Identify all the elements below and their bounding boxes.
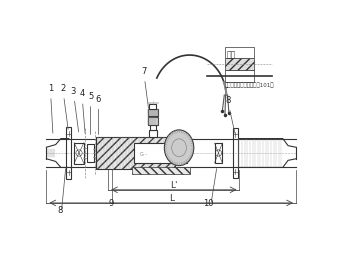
Text: 5: 5 — [88, 92, 93, 134]
Text: 10: 10 — [204, 199, 214, 208]
Bar — [150, 125, 156, 130]
Bar — [149, 104, 156, 109]
Bar — [225, 47, 254, 58]
Bar — [74, 143, 84, 163]
Text: 流向: 流向 — [226, 50, 236, 59]
Bar — [233, 128, 238, 178]
Bar — [149, 130, 157, 137]
Text: 1: 1 — [48, 84, 53, 133]
Bar — [225, 70, 254, 82]
Text: 7: 7 — [141, 67, 148, 108]
Bar — [96, 137, 175, 169]
Text: 8: 8 — [225, 96, 235, 133]
Text: 6: 6 — [96, 95, 101, 134]
Text: 3: 3 — [70, 87, 79, 132]
Text: 9: 9 — [109, 199, 114, 208]
Text: 4: 4 — [79, 89, 85, 133]
Bar — [66, 127, 71, 179]
Text: 蔵轴在外管内装配位置（101）: 蔵轴在外管内装配位置（101） — [225, 83, 275, 88]
Text: 8: 8 — [57, 206, 62, 215]
Bar — [148, 117, 158, 125]
Text: 2: 2 — [60, 84, 68, 129]
Text: G···: G··· — [140, 152, 148, 157]
Bar — [132, 167, 189, 174]
Bar — [215, 143, 223, 163]
Ellipse shape — [164, 130, 194, 166]
Text: L': L' — [170, 181, 178, 190]
Bar — [148, 109, 158, 116]
Bar — [135, 143, 187, 163]
Bar — [225, 58, 254, 70]
Text: L: L — [169, 194, 174, 203]
Bar — [87, 144, 94, 162]
